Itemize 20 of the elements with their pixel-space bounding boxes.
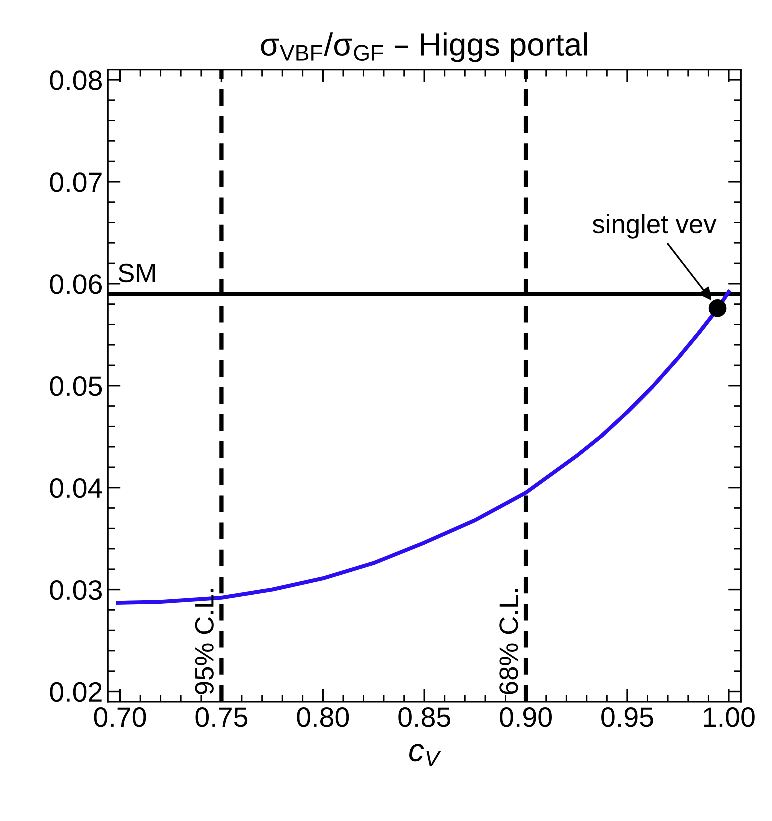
- x-tick-label: 0.70: [94, 708, 146, 728]
- x-tick-label: 0.80: [297, 708, 350, 728]
- y-tick-label: 0.04: [50, 478, 102, 498]
- chart-title: σ$_{VBF}$/σ$_{GF}$ – Higgs portal: [261, 32, 588, 62]
- ref-line-label: 95% C.L.: [195, 589, 214, 694]
- x-tick-label: 0.95: [602, 708, 654, 728]
- y-tick-label: 0.06: [50, 274, 102, 294]
- annotation: singlet vev: [592, 214, 717, 239]
- ref-line-label: SM: [118, 264, 155, 283]
- x-tick-label: 0.75: [196, 708, 248, 728]
- y-tick-label: 0.08: [50, 70, 102, 90]
- x-tick-label: 0.85: [398, 708, 450, 728]
- x-tick-label: 1.00: [704, 708, 755, 728]
- y-tick-label: 0.03: [50, 580, 102, 600]
- ref-line-label: 68% C.L.: [500, 589, 518, 694]
- x-tick-label: 0.90: [500, 708, 552, 728]
- x-axis-title: c$_{V}$: [410, 744, 442, 766]
- y-tick-label: 0.02: [50, 682, 102, 702]
- y-tick-label: 0.05: [50, 376, 102, 396]
- y-tick-label: 0.07: [50, 172, 102, 192]
